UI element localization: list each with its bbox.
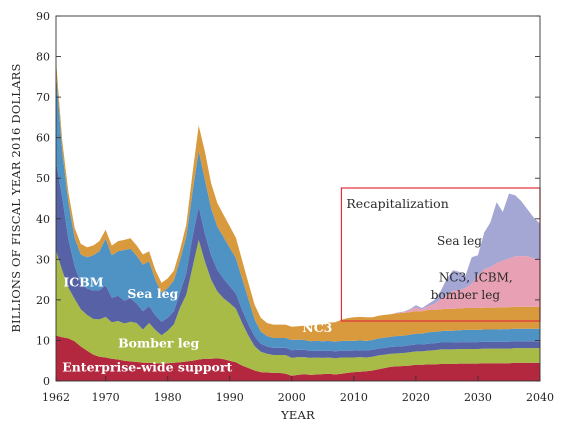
annotation-enterprise-wide-support: Enterprise-wide support xyxy=(62,359,232,374)
y-tick-label: 90 xyxy=(36,10,50,23)
x-tick-label: 1990 xyxy=(216,391,244,404)
y-tick-label: 30 xyxy=(36,253,50,266)
y-tick-label: 20 xyxy=(36,294,50,307)
y-tick-label: 0 xyxy=(43,375,50,388)
x-tick-label: 2000 xyxy=(278,391,306,404)
y-tick-label: 70 xyxy=(36,91,50,104)
annotation-bomber-leg: Bomber leg xyxy=(118,336,199,351)
plot-frame xyxy=(55,15,541,382)
annotation-sea-leg: Sea leg xyxy=(127,286,178,301)
x-tick-label: 1962 xyxy=(42,391,70,404)
x-tick-label: 2030 xyxy=(464,391,492,404)
area-sea-leg xyxy=(56,72,540,352)
y-tick-label: 60 xyxy=(36,132,50,145)
y-tick-label: 40 xyxy=(36,213,50,226)
stacked-areas xyxy=(56,60,540,381)
x-tick-label: 2010 xyxy=(340,391,368,404)
area-icbm xyxy=(56,161,540,359)
y-tick-label: 80 xyxy=(36,51,50,64)
area-bomber-leg xyxy=(56,239,540,376)
annotation-icbm: ICBM xyxy=(63,275,103,290)
x-axis-title: YEAR xyxy=(280,408,315,422)
recap-area-nc3-icbm-bomber-leg xyxy=(341,256,540,320)
area-enterprise-wide-support xyxy=(56,335,540,381)
annotations: Enterprise-wide support Bomber leg ICBM Sea… xyxy=(62,196,512,374)
x-tick-label: 1980 xyxy=(154,391,182,404)
recapitalization-areas xyxy=(341,193,540,320)
annotation-sea-leg: Sea leg xyxy=(437,234,482,248)
y-tick-label: 10 xyxy=(36,334,50,347)
x-tick-label: 1970 xyxy=(92,391,120,404)
x-tick-label: 2040 xyxy=(526,391,554,404)
area-nc3 xyxy=(56,60,540,342)
y-axis-title: BILLIONS OF FISCAL YEAR 2016 DOLLARS xyxy=(9,63,23,332)
annotation-recapitalization: Recapitalization xyxy=(346,196,448,211)
annotation-nc3-icbm: NC3, ICBM, xyxy=(439,271,513,285)
y-tick-label: 50 xyxy=(36,172,50,185)
recap-area-sea-leg xyxy=(341,193,540,320)
annotation-bomber-leg: bomber leg xyxy=(431,288,501,302)
annotation-nc3: NC3 xyxy=(302,320,332,335)
x-tick-label: 2020 xyxy=(402,391,430,404)
